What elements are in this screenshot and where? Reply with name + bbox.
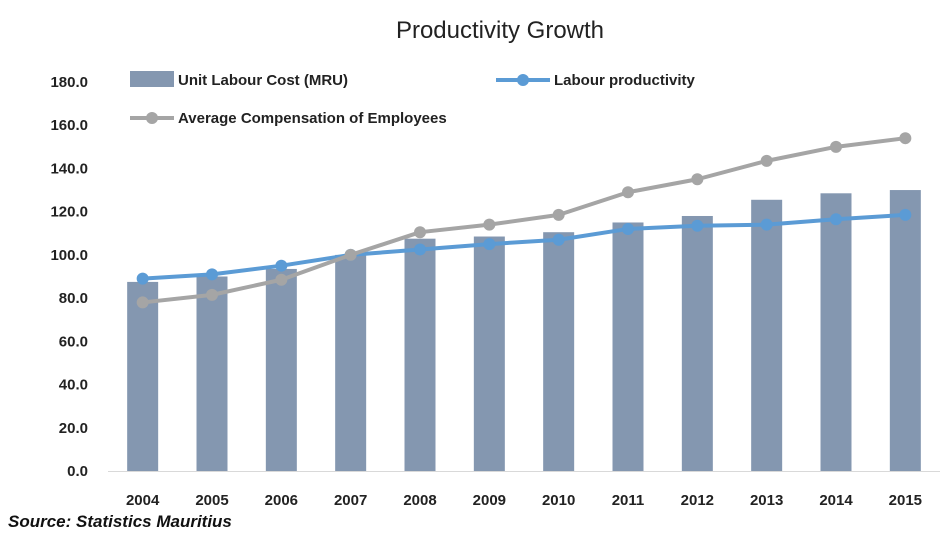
y-tick-label: 180.0: [50, 74, 88, 91]
bar: [890, 190, 921, 471]
data-point: [899, 132, 911, 144]
x-tick-label: 2006: [265, 492, 298, 509]
bar: [821, 193, 852, 471]
legend: Unit Labour Cost (MRU) Labour productivit…: [130, 71, 695, 127]
bar: [266, 269, 297, 471]
data-point: [691, 220, 703, 232]
x-tick-label: 2009: [473, 492, 506, 509]
data-point: [830, 213, 842, 225]
bar-series: [127, 190, 921, 471]
x-tick-label: 2010: [542, 492, 575, 509]
data-point: [275, 274, 287, 286]
y-tick-label: 80.0: [59, 290, 88, 307]
x-tick-label: 2008: [403, 492, 436, 509]
bar: [682, 216, 713, 471]
data-point: [137, 273, 149, 285]
data-point: [761, 219, 773, 231]
x-tick-label: 2007: [334, 492, 367, 509]
chart-title: Productivity Growth: [396, 17, 604, 44]
y-tick-label: 100.0: [50, 247, 88, 264]
y-tick-label: 160.0: [50, 117, 88, 134]
bar: [197, 277, 228, 472]
data-point: [345, 249, 357, 261]
legend-swatch-bar: [130, 71, 174, 87]
series-line: [143, 138, 906, 302]
data-point: [622, 186, 634, 198]
data-point: [483, 219, 495, 231]
bar: [751, 200, 782, 471]
bar: [474, 237, 505, 471]
data-point: [553, 234, 565, 246]
y-tick-label: 20.0: [59, 420, 88, 437]
y-tick-label: 40.0: [59, 377, 88, 394]
bar: [613, 222, 644, 471]
y-tick-label: 140.0: [50, 160, 88, 177]
legend-label: Labour productivity: [554, 72, 695, 89]
data-point: [691, 173, 703, 185]
data-point: [414, 226, 426, 238]
series-line: [143, 215, 906, 279]
y-tick-label: 60.0: [59, 333, 88, 350]
line-series: [137, 132, 912, 308]
y-tick-label: 0.0: [67, 463, 88, 480]
source-note: Source: Statistics Mauritius: [8, 512, 232, 532]
data-point: [414, 243, 426, 255]
x-tick-label: 2005: [195, 492, 228, 509]
x-tick-label: 2014: [819, 492, 853, 509]
bar: [543, 232, 574, 471]
legend-label: Average Compensation of Employees: [178, 110, 447, 127]
data-point: [830, 141, 842, 153]
legend-label: Unit Labour Cost (MRU): [178, 72, 348, 89]
data-point: [275, 260, 287, 272]
data-point: [483, 238, 495, 250]
bar: [127, 282, 158, 471]
x-tick-label: 2013: [750, 492, 783, 509]
legend-marker: [146, 112, 158, 124]
x-tick-label: 2012: [681, 492, 714, 509]
data-point: [761, 155, 773, 167]
x-tick-label: 2015: [889, 492, 922, 509]
x-tick-label: 2011: [612, 492, 645, 509]
data-point: [622, 223, 634, 235]
legend-marker: [517, 74, 529, 86]
bar: [405, 239, 436, 471]
x-axis: 2004 2005 2006 2007 2008 2009 2010 2011 2012 2013…: [108, 472, 940, 510]
y-axis: 0.0 20.0 40.0 60.0 80.0 100.0 120.0 140.0 160.0 1…: [50, 74, 88, 480]
data-point: [137, 296, 149, 308]
data-point: [206, 289, 218, 301]
data-point: [899, 209, 911, 221]
bar: [335, 255, 366, 471]
data-point: [206, 268, 218, 280]
x-tick-label: 2004: [126, 492, 160, 509]
y-tick-label: 120.0: [50, 204, 88, 221]
data-point: [553, 209, 565, 221]
